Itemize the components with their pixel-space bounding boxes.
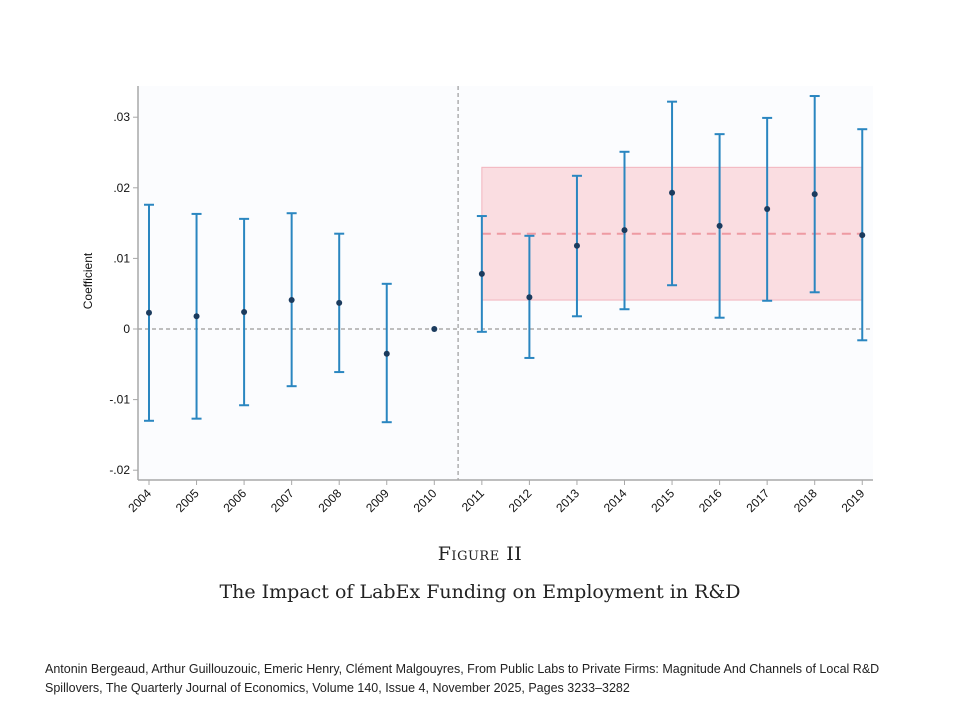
y-tick-label: .01 <box>113 251 130 265</box>
point-2009 <box>383 350 390 357</box>
x-tick-label-2010: 2010 <box>411 486 440 515</box>
citation-line-2: Spillovers, The Quarterly Journal of Eco… <box>45 681 630 695</box>
y-tick-label: .02 <box>113 181 130 195</box>
point-2014 <box>621 227 628 234</box>
x-tick-label-2018: 2018 <box>791 486 820 515</box>
y-tick-label: -.02 <box>109 463 130 477</box>
x-tick-label-2011: 2011 <box>459 486 487 514</box>
x-tick-label-2012: 2012 <box>506 486 535 515</box>
figure-label: Figure II <box>437 543 523 565</box>
y-tick-label: .03 <box>113 110 130 124</box>
x-tick-label-2013: 2013 <box>553 486 582 515</box>
x-tick-label-2016: 2016 <box>696 486 725 515</box>
x-tick-label-2009: 2009 <box>363 486 392 515</box>
point-2007 <box>288 297 295 304</box>
point-2011 <box>478 270 485 277</box>
x-tick-label-2017: 2017 <box>743 486 772 515</box>
y-axis-title: Coefficient <box>81 252 95 309</box>
point-2013 <box>573 242 580 249</box>
coefficient-chart: .03 .02 .01 0 -.01 -.02 2004 2005 2006 2007 2008 20… <box>81 86 873 515</box>
y-tick-label: -.01 <box>109 393 130 407</box>
x-tick-label-2008: 2008 <box>316 486 345 515</box>
point-2010 <box>431 326 438 332</box>
x-tick-label-2006: 2006 <box>220 486 249 515</box>
point-2004 <box>146 309 152 316</box>
x-tick-label-2019: 2019 <box>839 486 868 515</box>
x-tick-label-2015: 2015 <box>648 486 677 515</box>
figure-title: The Impact of LabEx Funding on Employmen… <box>219 581 741 603</box>
point-2006 <box>241 309 248 316</box>
point-2017 <box>764 205 771 212</box>
citation-line-1: Antonin Bergeaud, Arthur Guillouzouic, E… <box>45 662 880 676</box>
x-tick-label-2005: 2005 <box>173 486 202 515</box>
x-tick-label-2014: 2014 <box>601 486 630 515</box>
point-2012 <box>526 294 533 301</box>
x-tick-label-2007: 2007 <box>268 486 297 515</box>
point-2005 <box>193 313 200 320</box>
point-2015 <box>669 189 676 196</box>
citation: Antonin Bergeaud, Arthur Guillouzouic, E… <box>45 660 945 698</box>
y-tick-label: 0 <box>123 322 130 336</box>
point-2008 <box>336 299 343 306</box>
point-2016 <box>716 222 723 229</box>
point-2019 <box>859 232 866 239</box>
point-2018 <box>811 191 818 198</box>
x-tick-label-2004: 2004 <box>125 486 154 515</box>
